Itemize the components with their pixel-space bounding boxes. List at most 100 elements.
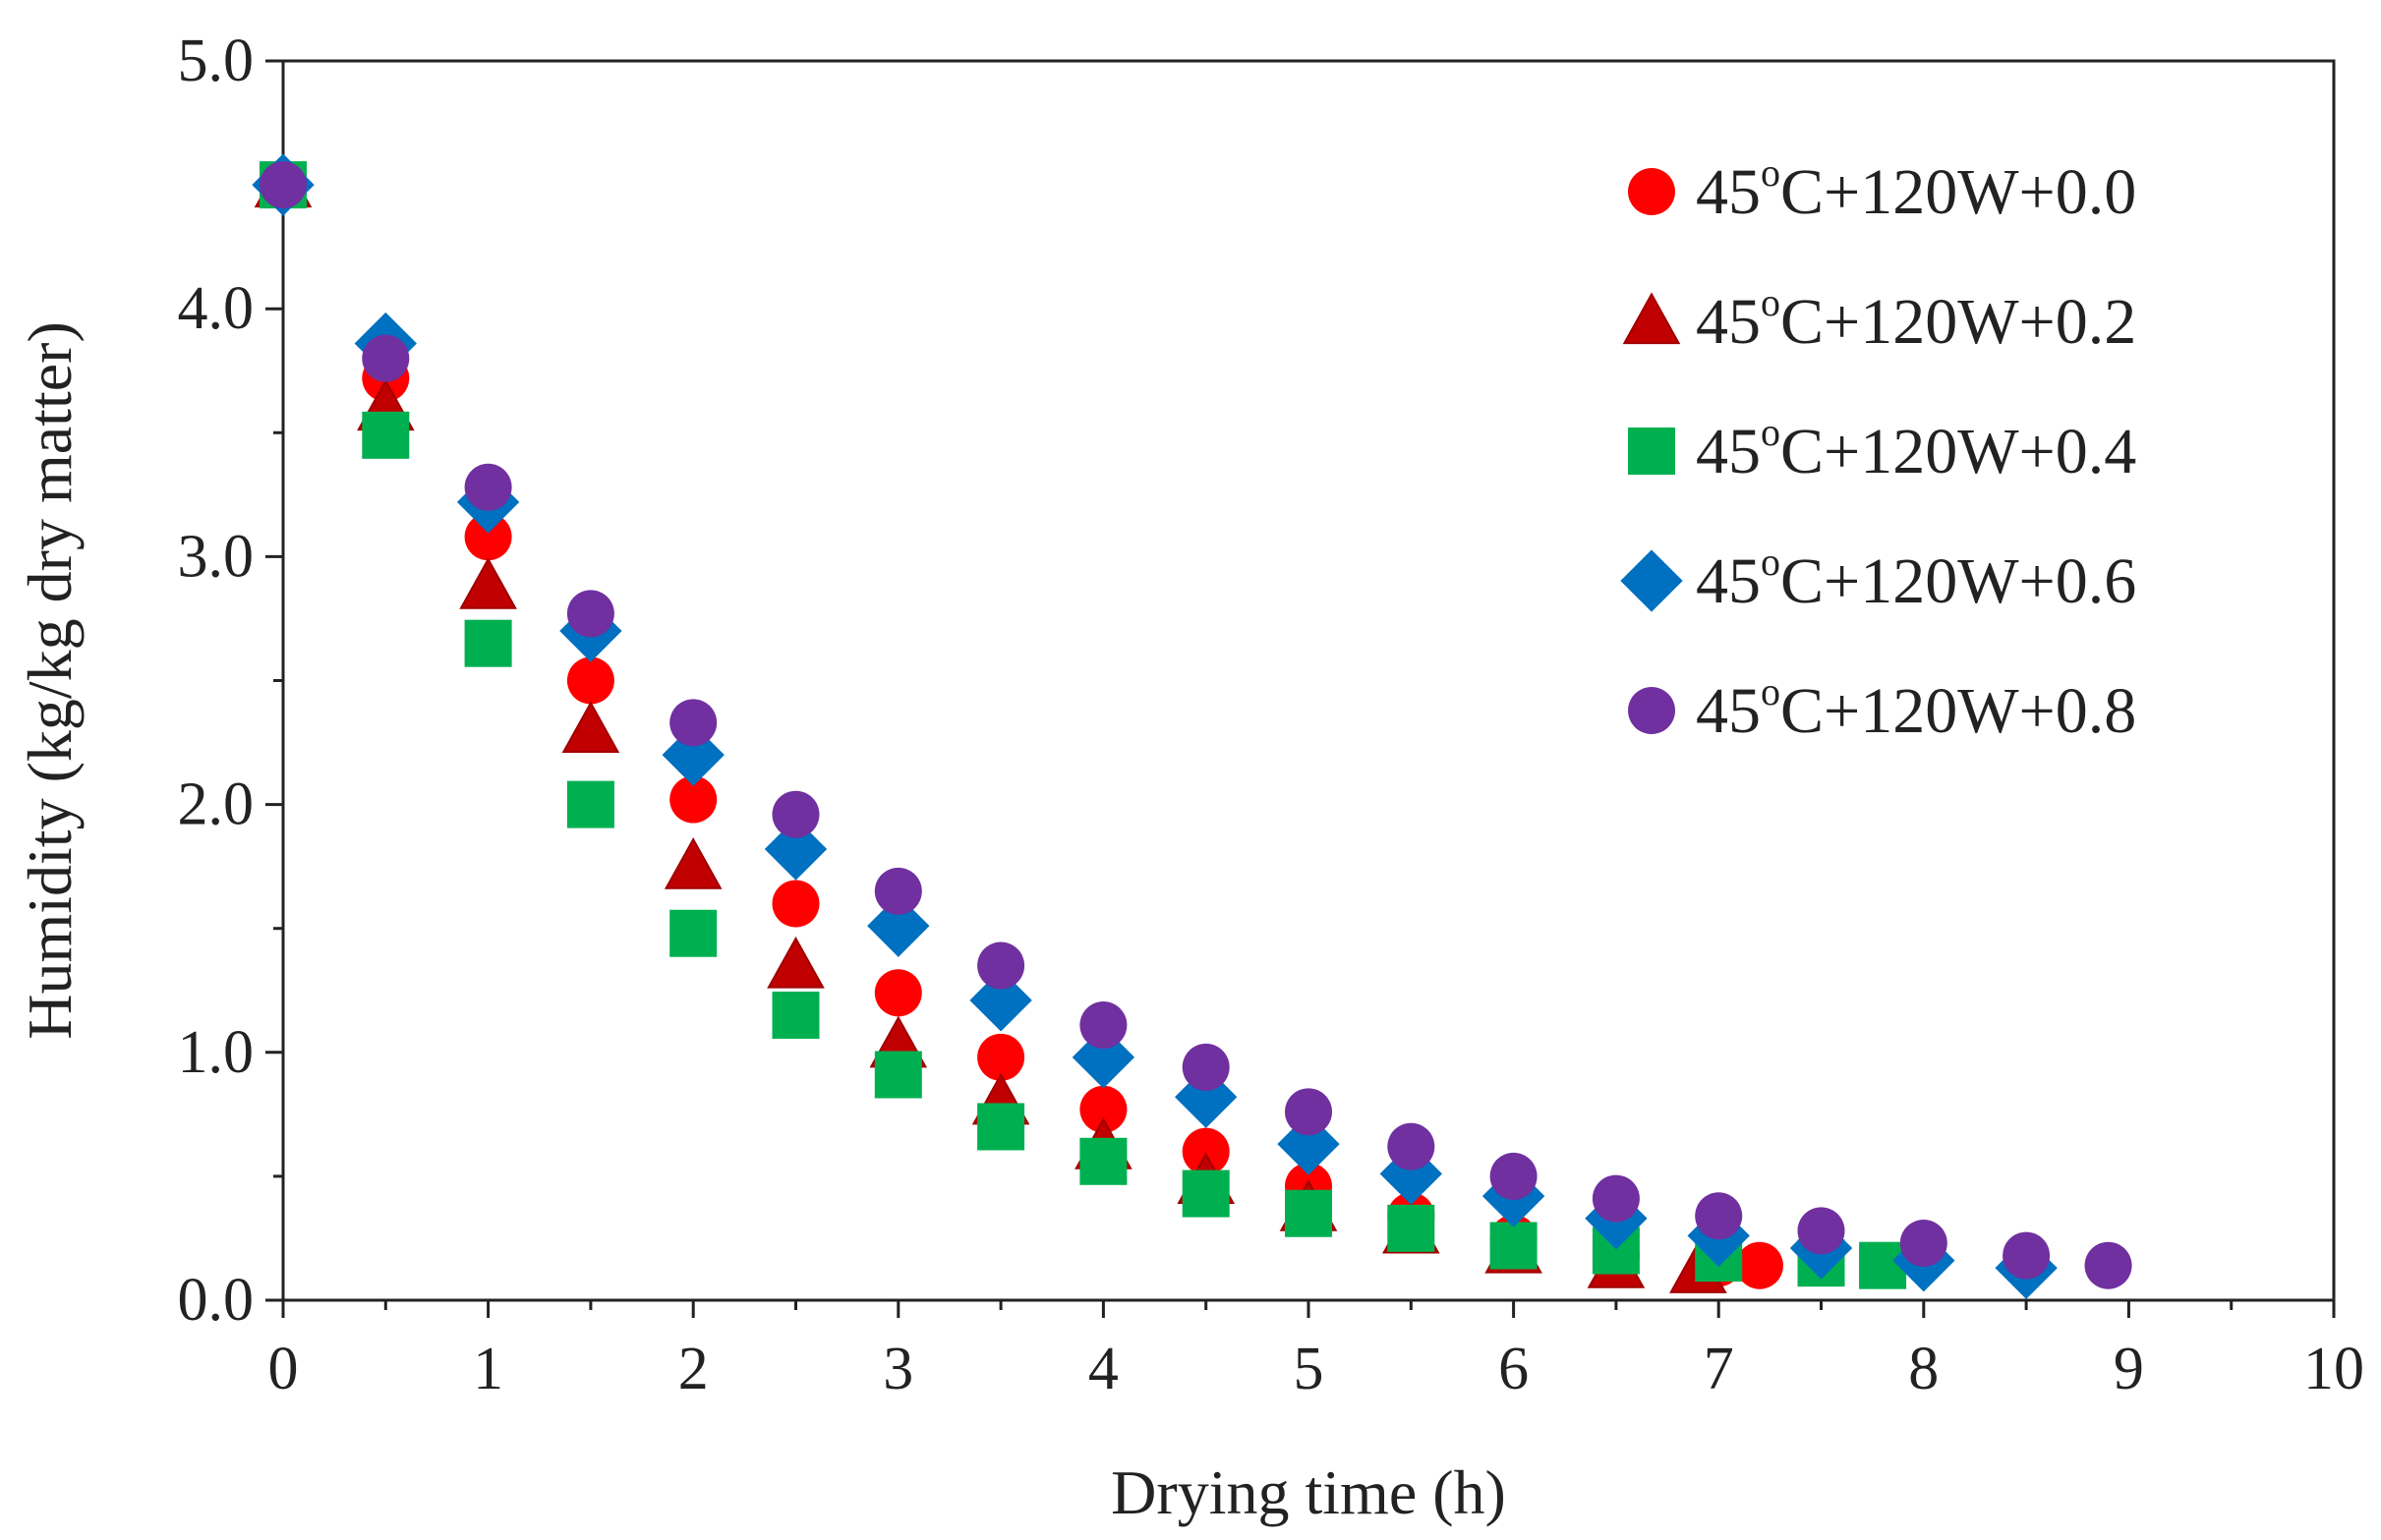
x-axis: 0 1 2 3 4 5 6 7 8 9 10 xyxy=(268,1300,2364,1402)
legend: 45oC+120W+0.045oC+120W+0.245oC+120W+0.44… xyxy=(1620,150,2136,747)
legend-label-suffix: C+120W+0.0 xyxy=(1780,156,2136,228)
legend-label-suffix: C+120W+0.4 xyxy=(1780,416,2136,487)
x-tick-label: 10 xyxy=(2303,1336,2364,1402)
x-tick-label: 3 xyxy=(883,1336,913,1402)
legend-label-prefix: 45 xyxy=(1696,416,1761,487)
legend-label-suffix: C+120W+0.6 xyxy=(1780,545,2136,617)
data-point xyxy=(1695,1192,1743,1240)
data-point xyxy=(1072,1026,1135,1089)
y-axis-title: Humidity (kg/kg dry matter) xyxy=(15,321,85,1040)
legend-label: 45oC+120W+0.6 xyxy=(1696,540,2136,617)
legend-label: 45oC+120W+0.8 xyxy=(1696,669,2136,747)
data-point xyxy=(867,894,930,957)
data-point xyxy=(1079,1085,1128,1133)
series-4 xyxy=(260,161,2132,1289)
legend-marker xyxy=(1628,687,1675,734)
data-point xyxy=(1175,1065,1238,1128)
data-point xyxy=(260,161,307,209)
data-point xyxy=(2003,1231,2051,1280)
x-tick-label: 2 xyxy=(678,1336,709,1402)
data-point xyxy=(772,790,820,838)
legend-label: 45oC+120W+0.2 xyxy=(1696,280,2136,358)
y-tick-label: 5.0 xyxy=(178,28,255,94)
legend-label-degree: o xyxy=(1761,410,1780,454)
data-point xyxy=(1182,1043,1230,1091)
data-point xyxy=(977,941,1025,990)
legend-item: 45oC+120W+0.2 xyxy=(1622,280,2136,358)
data-point xyxy=(1899,1219,1947,1267)
x-tick-label: 0 xyxy=(268,1336,299,1402)
data-point xyxy=(874,969,922,1017)
data-point xyxy=(1079,1137,1128,1185)
legend-item: 45oC+120W+0.0 xyxy=(1628,150,2136,228)
data-point xyxy=(669,775,718,824)
data-point xyxy=(362,411,410,459)
legend-label-degree: o xyxy=(1761,150,1780,195)
data-point xyxy=(1735,1241,1783,1289)
y-tick-label: 2.0 xyxy=(178,771,255,838)
data-point xyxy=(772,880,820,928)
legend-label-suffix: C+120W+0.2 xyxy=(1780,286,2136,358)
data-point xyxy=(764,818,828,881)
legend-item: 45oC+120W+0.4 xyxy=(1628,410,2136,487)
legend-marker xyxy=(1620,549,1683,612)
data-point xyxy=(362,334,410,382)
data-point xyxy=(1489,1222,1538,1270)
data-point xyxy=(561,701,620,754)
y-tick-label: 3.0 xyxy=(178,523,255,590)
y-tick-label: 0.0 xyxy=(178,1267,255,1334)
data-point xyxy=(2084,1241,2132,1289)
legend-label-prefix: 45 xyxy=(1696,545,1761,617)
legend-item: 45oC+120W+0.6 xyxy=(1620,540,2136,617)
x-tick-label: 4 xyxy=(1088,1336,1119,1402)
data-point xyxy=(464,463,512,511)
data-point xyxy=(566,656,614,705)
legend-label-prefix: 45 xyxy=(1696,286,1761,358)
legend-label-prefix: 45 xyxy=(1696,675,1761,747)
data-point xyxy=(874,867,922,915)
legend-label: 45oC+120W+0.4 xyxy=(1696,410,2136,487)
legend-label-prefix: 45 xyxy=(1696,156,1761,228)
x-tick-label: 5 xyxy=(1294,1336,1324,1402)
data-point xyxy=(1489,1152,1538,1200)
data-point xyxy=(1277,1112,1340,1175)
legend-label-degree: o xyxy=(1761,669,1780,713)
data-point xyxy=(1182,1127,1230,1175)
data-point xyxy=(1797,1207,1845,1255)
data-point xyxy=(566,590,614,638)
legend-marker xyxy=(1622,292,1681,345)
data-points xyxy=(252,153,2132,1299)
data-point xyxy=(1379,1142,1442,1206)
legend-label-suffix: C+120W+0.8 xyxy=(1780,675,2136,747)
data-point xyxy=(1285,1088,1332,1136)
data-point xyxy=(977,1103,1025,1151)
data-point xyxy=(669,909,718,957)
x-tick-label: 8 xyxy=(1908,1336,1939,1402)
x-tick-label: 9 xyxy=(2114,1336,2144,1402)
data-point xyxy=(664,836,723,889)
legend-label: 45oC+120W+0.0 xyxy=(1696,150,2136,228)
data-point xyxy=(1182,1169,1230,1218)
data-point xyxy=(464,619,512,667)
data-point xyxy=(772,991,820,1039)
legend-label-degree: o xyxy=(1761,540,1780,584)
data-point xyxy=(669,699,718,747)
data-point xyxy=(1592,1174,1640,1223)
data-point xyxy=(1387,1122,1435,1170)
x-axis-title: Drying time (h) xyxy=(1111,1457,1506,1527)
data-point xyxy=(566,780,614,828)
x-tick-label: 7 xyxy=(1704,1336,1734,1402)
legend-marker xyxy=(1628,168,1675,215)
data-point xyxy=(1387,1204,1435,1252)
y-tick-label: 1.0 xyxy=(178,1019,255,1086)
data-point xyxy=(767,936,825,989)
data-point xyxy=(969,969,1032,1032)
legend-label-degree: o xyxy=(1761,280,1780,324)
data-point xyxy=(1285,1189,1332,1237)
legend-item: 45oC+120W+0.8 xyxy=(1628,669,2136,747)
data-point xyxy=(1079,1001,1128,1050)
x-tick-label: 6 xyxy=(1498,1336,1529,1402)
